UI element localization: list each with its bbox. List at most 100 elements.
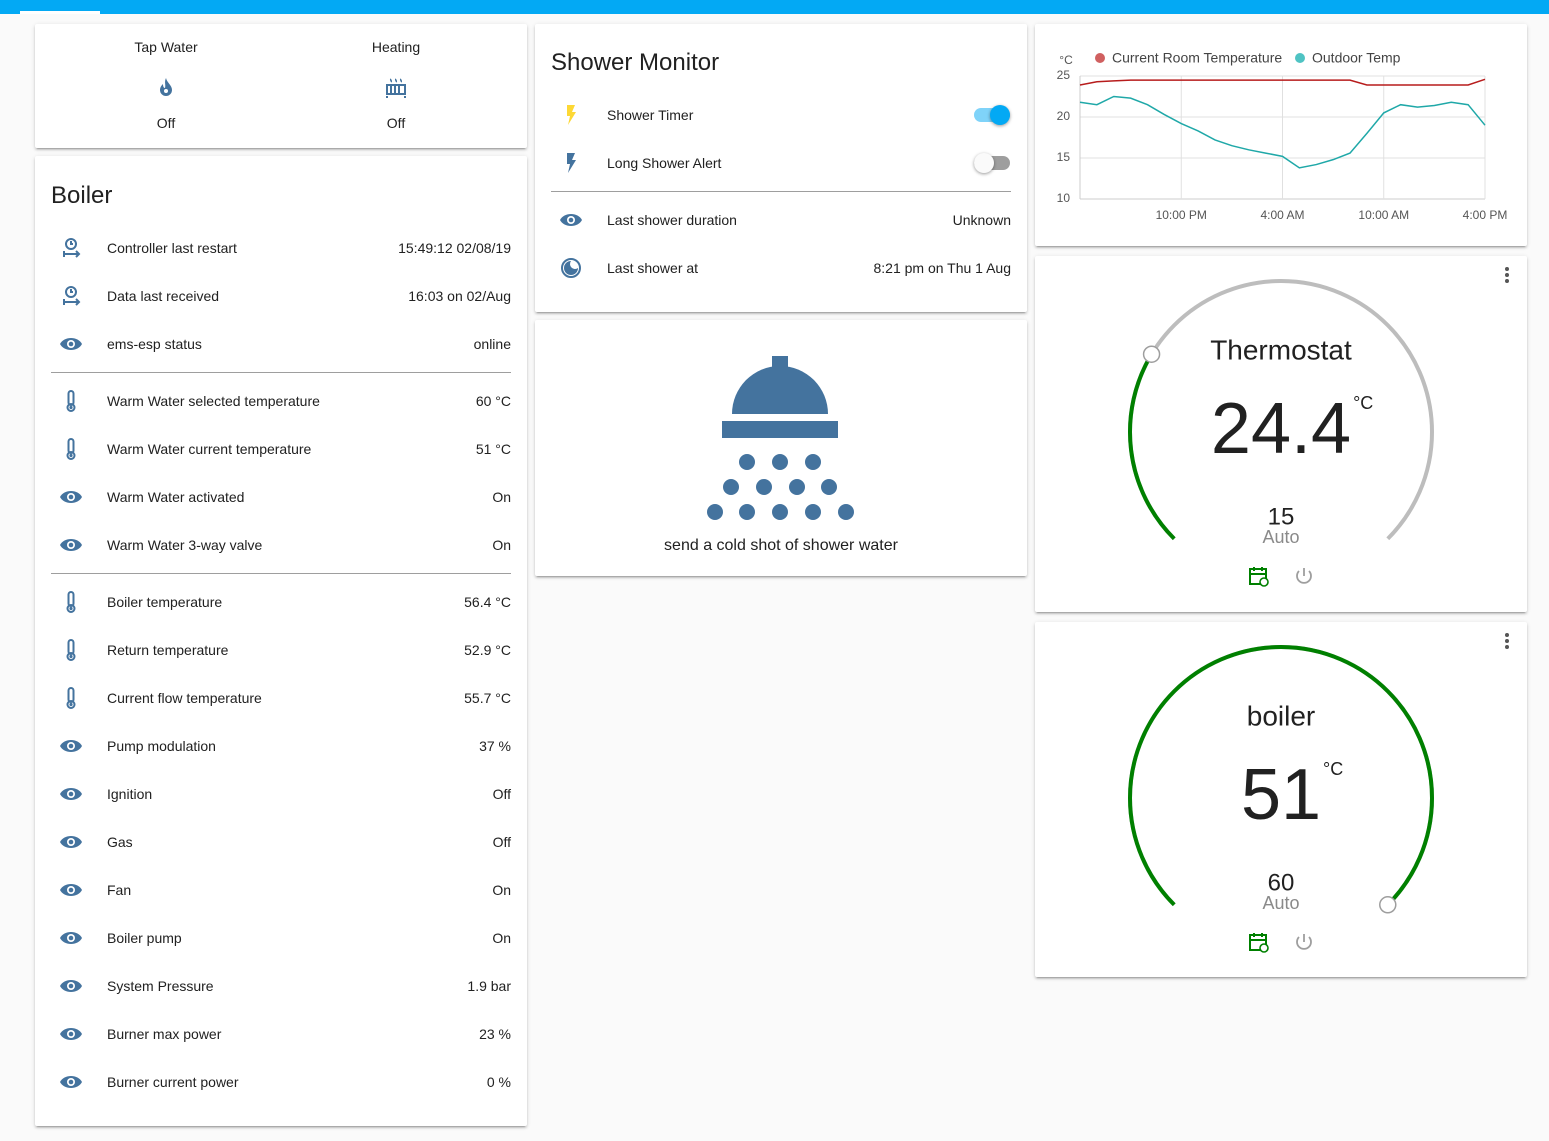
row-label: Warm Water current temperature — [107, 441, 312, 457]
row-label: Data last received — [107, 288, 220, 304]
legend-dot — [1295, 53, 1305, 63]
row-value: 52.9 °C — [464, 642, 511, 658]
row-value: 15:49:12 02/08/19 — [398, 240, 511, 256]
mode: Auto — [1262, 527, 1299, 547]
row-label: Warm Water 3-way valve — [107, 537, 263, 553]
power-button[interactable] — [1296, 934, 1312, 950]
x-tick-label: 4:00 AM — [1260, 208, 1304, 222]
button-label: send a cold shot of shower water — [664, 537, 898, 554]
temp-unit: °C — [1323, 759, 1343, 779]
row-value: On — [492, 882, 511, 898]
mode-button[interactable] — [1249, 933, 1269, 953]
row-value: Unknown — [952, 212, 1011, 228]
icon — [60, 1028, 82, 1040]
row-label: Last shower at — [607, 260, 699, 276]
series-line — [1079, 78, 1486, 86]
row-label: Gas — [107, 834, 133, 850]
top-bar — [0, 0, 1549, 14]
card-title: Shower Monitor — [551, 49, 720, 76]
x-tick-label: 10:00 AM — [1358, 208, 1409, 222]
row-value: 8:21 pm on Thu 1 Aug — [873, 260, 1011, 276]
legend-dot — [1095, 53, 1105, 63]
row-value: Off — [492, 786, 511, 802]
icon — [60, 884, 82, 896]
gauge-value — [1128, 353, 1176, 541]
icon — [66, 639, 76, 661]
current-temp: 24.4 — [1211, 389, 1351, 469]
gauge-handle[interactable] — [1142, 345, 1161, 363]
row-value: 37 % — [479, 738, 511, 754]
divider — [551, 191, 1011, 192]
menu-button[interactable] — [1505, 267, 1509, 283]
row-value: 23 % — [479, 1026, 511, 1042]
row-label: Return temperature — [107, 642, 229, 658]
icon — [60, 539, 82, 551]
icon — [63, 238, 81, 258]
icon — [386, 78, 406, 98]
gauge-handle[interactable] — [1379, 896, 1397, 914]
gauge-value — [1128, 645, 1434, 907]
glance-card — [35, 24, 527, 148]
icon — [567, 153, 576, 173]
entity-state: Off — [156, 115, 176, 131]
divider — [51, 372, 511, 373]
row-label: Fan — [107, 882, 132, 898]
row-label: Boiler pump — [107, 930, 182, 946]
row-label: Warm Water activated — [107, 489, 245, 505]
row-label: ems-esp status — [107, 336, 202, 352]
temp-unit: °C — [1353, 393, 1373, 413]
current-temp: 51 — [1241, 755, 1321, 835]
menu-button[interactable] — [1505, 633, 1509, 649]
history-card: °C 10 15 20 25 10:00 PM 4:00 AM 10:00 AM 4:00 PM… — [1035, 24, 1527, 246]
toggle-label: Shower Timer — [607, 107, 694, 123]
entity-state: Off — [386, 115, 406, 131]
row-label: Current flow temperature — [107, 690, 262, 706]
toggle-label: Long Shower Alert — [607, 155, 722, 171]
icon — [560, 214, 582, 226]
row-label: Boiler temperature — [107, 594, 223, 610]
thermostat-card: Thermostat 24.4 °C 15 Auto — [1035, 256, 1527, 612]
y-axis-label: °C — [1059, 53, 1073, 67]
icon — [160, 78, 172, 96]
x-tick-label: 4:00 PM — [1463, 208, 1508, 222]
thermostat-name: Thermostat — [1210, 334, 1352, 365]
y-tick-label: 15 — [1057, 150, 1071, 164]
row-value: online — [473, 336, 511, 352]
toggle-knob[interactable] — [974, 153, 994, 173]
entity-name: Heating — [371, 39, 421, 55]
shower-card — [535, 24, 1027, 312]
shower-icon[interactable] — [700, 350, 860, 525]
mode: Auto — [1262, 893, 1299, 913]
mode-button[interactable] — [1249, 567, 1269, 587]
row-label: Warm Water selected temperature — [107, 393, 320, 409]
row-value: On — [492, 930, 511, 946]
row-value: 55.7 °C — [464, 690, 511, 706]
row-value: 0 % — [486, 1074, 511, 1090]
icon — [561, 258, 581, 278]
entity-name: Tap Water — [134, 39, 198, 55]
icon — [60, 740, 82, 752]
target-temp: 15 — [1268, 503, 1295, 530]
row-label: Ignition — [107, 786, 153, 802]
icon — [63, 286, 81, 306]
tab-indicator — [20, 11, 100, 14]
icon — [60, 1076, 82, 1088]
toggle-knob[interactable] — [990, 105, 1010, 125]
row-label: Burner max power — [107, 1026, 222, 1042]
icon — [66, 591, 76, 613]
row-value: 51 °C — [475, 441, 511, 457]
target-temp: 60 — [1268, 869, 1295, 896]
x-tick-label: 10:00 PM — [1156, 208, 1207, 222]
icon — [66, 390, 76, 412]
icon — [567, 105, 576, 125]
icon — [60, 836, 82, 848]
row-label: Last shower duration — [607, 212, 737, 228]
y-tick-label: 20 — [1057, 109, 1071, 123]
y-tick-label: 10 — [1057, 191, 1071, 205]
power-button[interactable] — [1296, 568, 1312, 584]
row-label: Pump modulation — [107, 738, 216, 754]
y-tick-label: 25 — [1057, 68, 1071, 82]
